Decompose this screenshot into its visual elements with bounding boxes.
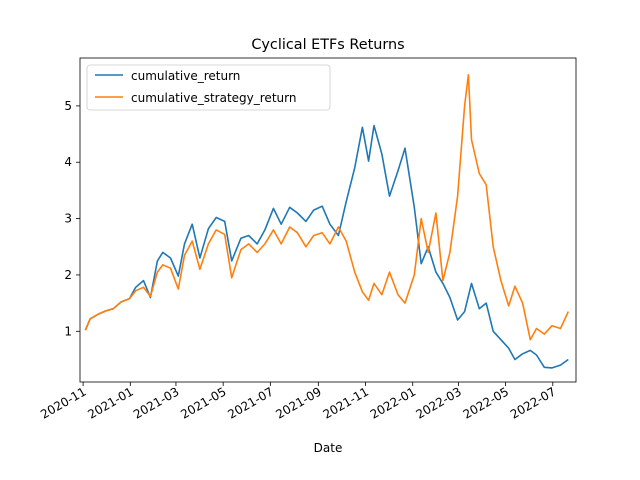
legend-label-cumulative-strategy-return: cumulative_strategy_return: [131, 91, 296, 105]
legend: cumulative_return cumulative_strategy_re…: [86, 64, 331, 111]
y-tick-label: 5: [64, 99, 72, 113]
x-axis-label: Date: [314, 441, 343, 455]
y-tick-label: 3: [64, 212, 72, 226]
legend-label-cumulative-return: cumulative_return: [131, 69, 240, 83]
y-tick-label: 2: [64, 268, 72, 282]
plot-series-group: [84, 74, 570, 369]
y-axis: 1 2 3 4 5: [64, 99, 80, 338]
series-line-cumulative-return: [84, 124, 569, 369]
plot-frame: [79, 57, 577, 383]
series-line-cumulative-strategy-return: [84, 74, 570, 341]
chart-title: Cyclical ETFs Returns: [251, 37, 404, 53]
y-tick-label: 1: [64, 324, 72, 338]
legend-box: [86, 64, 331, 111]
y-tick-label: 4: [64, 155, 72, 169]
